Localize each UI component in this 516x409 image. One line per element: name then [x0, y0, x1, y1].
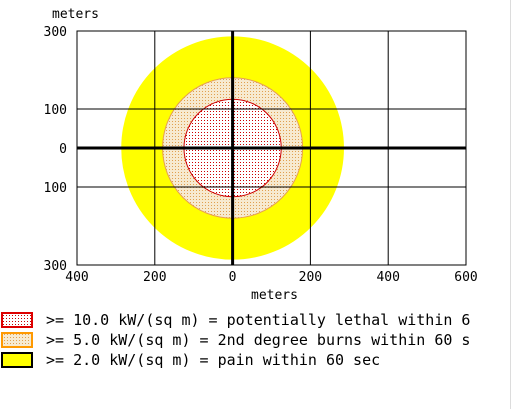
- y-tick-label: 0: [59, 142, 67, 157]
- y-tick-labels: 300 100 0 100 300: [44, 25, 67, 274]
- x-tick-label: 400: [65, 270, 88, 285]
- legend-entry: >= 10.0 kW/(sq m) = potentially lethal w…: [46, 311, 470, 329]
- plot-frame: [76, 30, 467, 266]
- x-axis-title: meters: [251, 288, 298, 303]
- x-tick-labels: 400 200 0 200 400 600: [65, 270, 477, 285]
- y-tick-label: 100: [44, 103, 67, 118]
- legend-entry: >= 2.0 kW/(sq m) = pain within 60 sec: [46, 351, 380, 369]
- y-axis-title: meters: [52, 7, 99, 22]
- y-tick-label: 100: [44, 181, 67, 196]
- x-tick-label: 200: [299, 270, 322, 285]
- x-tick-label: 0: [229, 270, 237, 285]
- window-edge: [510, 0, 511, 409]
- legend-entry: >= 5.0 kW/(sq m) = 2nd degree burns with…: [46, 331, 470, 349]
- grid: [76, 30, 467, 266]
- y-tick-label: 300: [44, 259, 67, 274]
- x-tick-label: 200: [143, 270, 166, 285]
- x-tick-label: 600: [454, 270, 477, 285]
- y-tick-label: 300: [44, 25, 67, 40]
- legend-swatch: [1, 332, 33, 348]
- legend-swatch: [1, 352, 33, 368]
- legend: >= 10.0 kW/(sq m) = potentially lethal w…: [1, 311, 470, 369]
- x-tick-label: 400: [376, 270, 399, 285]
- legend-swatch: [1, 312, 33, 328]
